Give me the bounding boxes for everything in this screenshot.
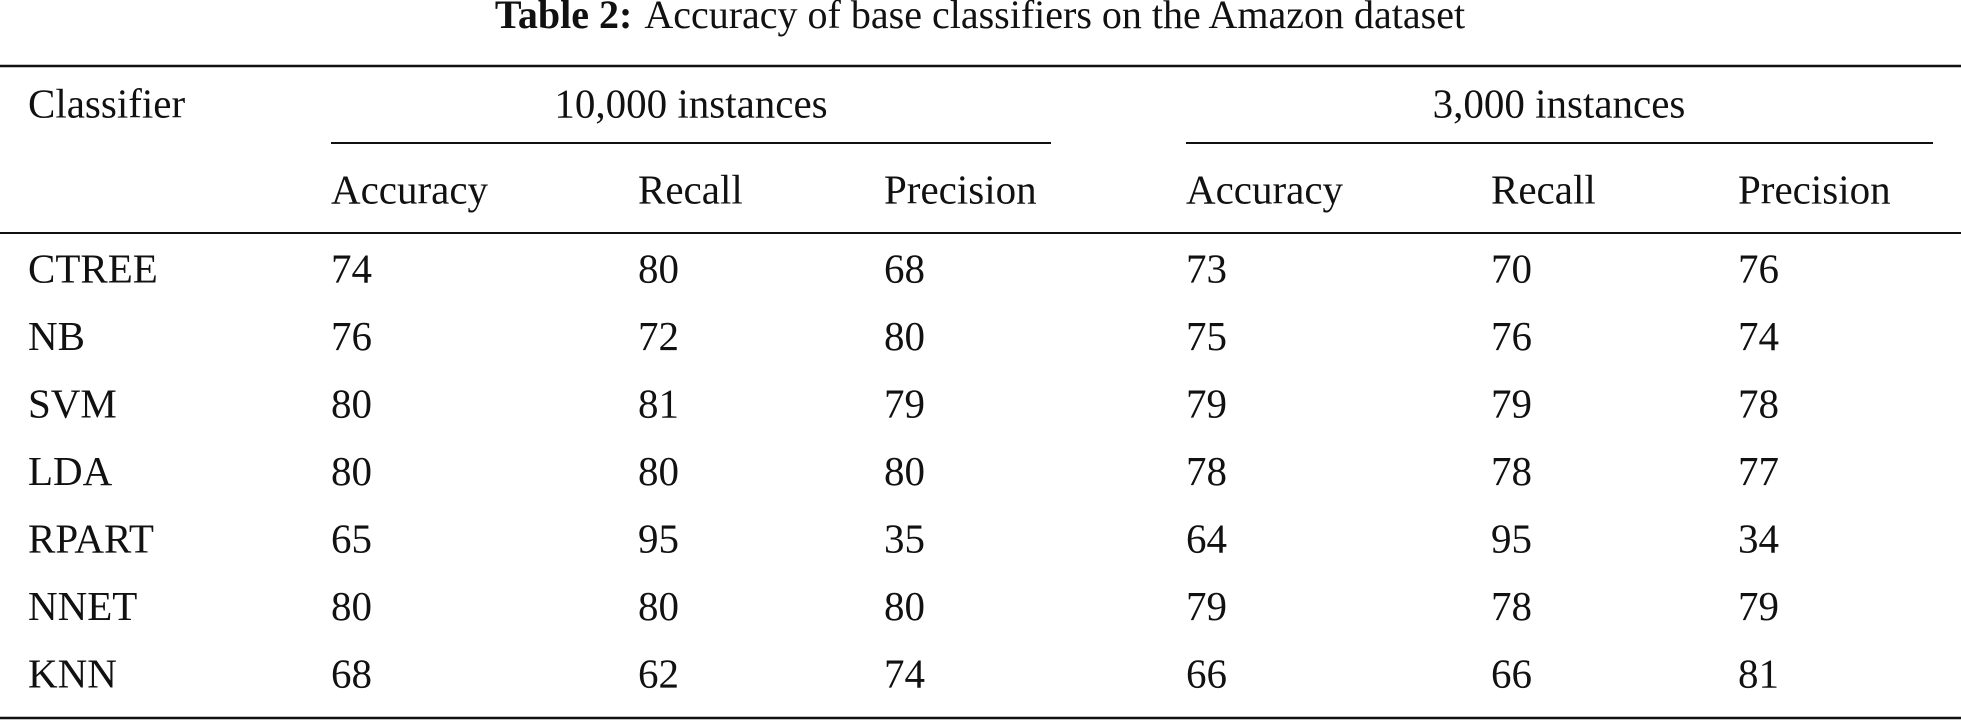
cell: 80	[884, 583, 925, 629]
cell: 80	[331, 448, 372, 494]
cell: 95	[1491, 515, 1532, 561]
cell: 66	[1491, 650, 1532, 696]
cell: 76	[331, 313, 372, 359]
cell: 35	[884, 515, 925, 561]
cell: 78	[1491, 448, 1532, 494]
cell: 79	[1186, 583, 1227, 629]
group-header: 3,000 instances	[1433, 80, 1686, 126]
row-label: LDA	[28, 448, 113, 494]
column-header: Classifier	[28, 80, 185, 126]
column-header: Accuracy	[331, 166, 489, 212]
row-label: SVM	[28, 380, 117, 426]
cell: 70	[1491, 245, 1532, 291]
row-label: NB	[28, 313, 85, 359]
column-header: Recall	[1491, 166, 1596, 212]
cell: 80	[884, 313, 925, 359]
cell: 72	[638, 313, 679, 359]
cell: 81	[638, 380, 679, 426]
cell: 79	[884, 380, 925, 426]
cell: 76	[1491, 313, 1532, 359]
cell: 62	[638, 650, 679, 696]
cell: 80	[331, 380, 372, 426]
cell: 79	[1491, 380, 1532, 426]
cell: 74	[1738, 313, 1779, 359]
cell: 80	[638, 448, 679, 494]
cell: 80	[884, 448, 925, 494]
cell: 80	[638, 583, 679, 629]
cell: 79	[1186, 380, 1227, 426]
caption: Table 2: Accuracy of base classifiers on …	[495, 0, 1465, 37]
cell: 81	[1738, 650, 1779, 696]
cell: 75	[1186, 313, 1227, 359]
cell: 68	[331, 650, 372, 696]
column-header: Precision	[884, 166, 1037, 212]
cell: 78	[1491, 583, 1532, 629]
group-header: 10,000 instances	[554, 80, 827, 126]
cell: 79	[1738, 583, 1779, 629]
row-label: NNET	[28, 583, 137, 629]
cell: 80	[331, 583, 372, 629]
cell: 80	[638, 245, 679, 291]
cell: 77	[1738, 448, 1779, 494]
cell: 65	[331, 515, 372, 561]
column-header: Accuracy	[1186, 166, 1344, 212]
cell: 64	[1186, 515, 1227, 561]
cell: 95	[638, 515, 679, 561]
cell: 78	[1186, 448, 1227, 494]
column-header: Recall	[638, 166, 743, 212]
cell: 74	[884, 650, 925, 696]
cell: 66	[1186, 650, 1227, 696]
column-header: Precision	[1738, 166, 1891, 212]
row-label: CTREE	[28, 245, 158, 291]
cell: 74	[331, 245, 372, 291]
row-label: KNN	[28, 650, 117, 696]
cell: 68	[884, 245, 925, 291]
cell: 73	[1186, 245, 1227, 291]
cell: 34	[1738, 515, 1779, 561]
caption-label: Table 2:	[495, 0, 632, 37]
cell: 76	[1738, 245, 1779, 291]
cell: 78	[1738, 380, 1779, 426]
row-label: RPART	[28, 515, 154, 561]
caption-text: Accuracy of base classifiers on the Amaz…	[644, 0, 1465, 37]
